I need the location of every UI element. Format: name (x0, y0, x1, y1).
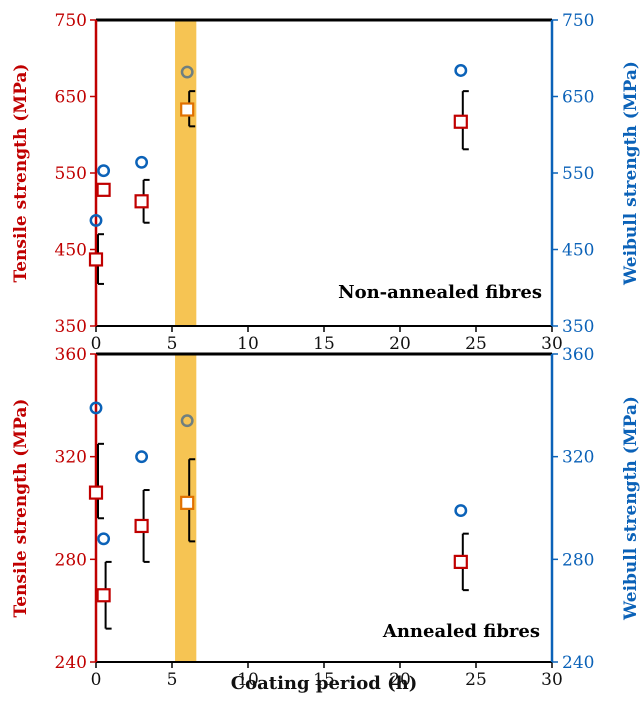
y-right-tick-label: 650 (562, 88, 594, 108)
weibull-point (456, 505, 466, 515)
y-right-tick-label: 550 (562, 164, 594, 184)
tensile-point (136, 195, 148, 207)
y-right-tick-label: 280 (562, 550, 594, 570)
x-tick-label: 25 (465, 670, 487, 690)
y-left-tick-label: 650 (55, 88, 87, 108)
y-left-tick-label: 350 (55, 317, 87, 337)
x-tick-label: 20 (389, 334, 411, 354)
tensile-point (98, 184, 110, 196)
x-tick-label: 0 (91, 670, 102, 690)
y-left-tick-label: 240 (55, 653, 87, 673)
y-right-tick-label: 450 (562, 241, 594, 261)
tensile-point (136, 520, 148, 532)
tensile-point (90, 253, 102, 265)
weibull-point (98, 534, 108, 544)
tensile-point (455, 556, 467, 568)
y-left-tick-label: 280 (55, 550, 87, 570)
tensile-point (455, 116, 467, 128)
y-left-tick-label: 750 (55, 11, 87, 31)
tensile-point (98, 589, 110, 601)
y-left-tick-label: 360 (55, 345, 87, 365)
y-right-tick-label: 750 (562, 11, 594, 31)
y-left-axis-label: Tensile strength (MPa) (11, 64, 31, 283)
x-tick-label: 25 (465, 334, 487, 354)
y-left-tick-label: 320 (55, 448, 87, 468)
weibull-point (456, 65, 466, 75)
weibull-point (98, 166, 108, 176)
y-right-axis-label: Weibull strength (MPa) (621, 396, 641, 621)
y-right-tick-label: 320 (562, 448, 594, 468)
y-right-tick-label: 350 (562, 317, 594, 337)
tensile-point (90, 487, 102, 499)
y-left-tick-label: 550 (55, 164, 87, 184)
panel-annotation: Annealed fibres (382, 621, 540, 642)
y-right-tick-label: 240 (562, 653, 594, 673)
x-tick-label: 30 (541, 670, 563, 690)
x-tick-label: 5 (167, 670, 178, 690)
weibull-point (136, 157, 146, 167)
x-tick-label: 10 (237, 334, 259, 354)
weibull-point (136, 451, 146, 461)
y-left-axis-label: Tensile strength (MPa) (11, 399, 31, 618)
x-tick-label: 15 (313, 334, 335, 354)
panel-annotation: Non-annealed fibres (338, 282, 542, 303)
x-tick-label: 5 (167, 334, 178, 354)
x-axis-label: Coating period (h) (231, 673, 417, 694)
tensile-point (181, 104, 193, 116)
x-tick-label: 0 (91, 334, 102, 354)
y-left-tick-label: 450 (55, 241, 87, 261)
tensile-point (181, 497, 193, 509)
x-tick-label: 30 (541, 334, 563, 354)
y-right-tick-label: 360 (562, 345, 594, 365)
y-right-axis-label: Weibull strength (MPa) (621, 61, 641, 286)
